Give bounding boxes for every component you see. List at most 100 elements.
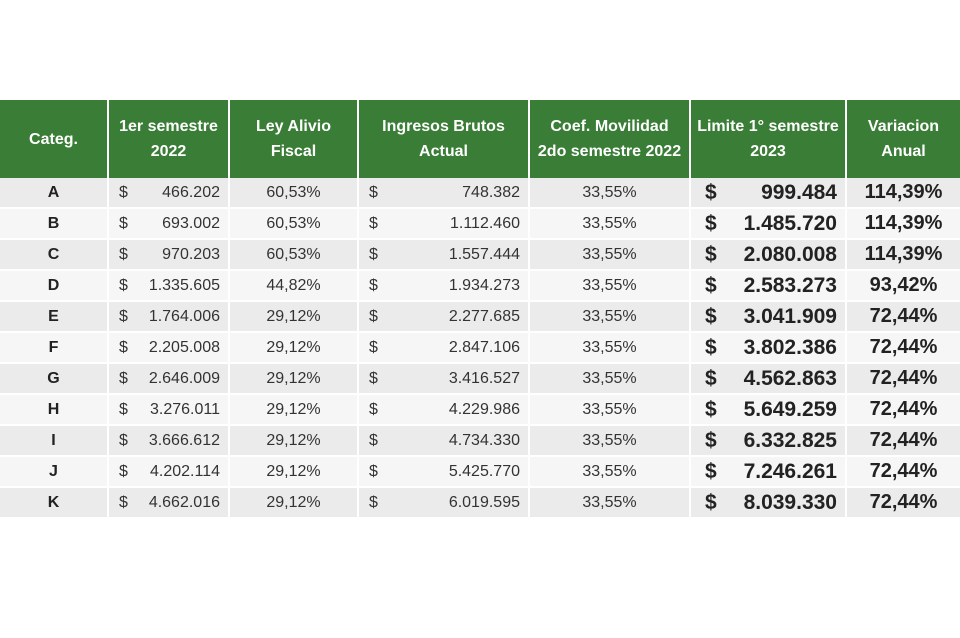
cell-variacion-anual: 114,39%: [846, 239, 960, 271]
cell-1er-semestre-2022: $3.276.011: [108, 394, 230, 426]
cell-1er-semestre-2022-value: 1.764.006: [148, 307, 220, 325]
table-body: A $466.202 60,53% $748.382 33,55% $999.484 114…: [0, 178, 960, 519]
currency-symbol: $: [119, 215, 128, 232]
currency-symbol: $: [119, 432, 128, 449]
cell-limite-2023-value: 8.039.330: [743, 490, 837, 514]
monotributo-categories-table: Categ. 1er semestre 2022 Ley Alivio Fisc…: [0, 100, 960, 519]
cell-ingresos-brutos-actual: $2.847.106: [358, 332, 530, 364]
header-1er-semestre-2022: 1er semestre 2022: [108, 100, 230, 178]
cell-limite-2023-value: 7.246.261: [743, 459, 837, 483]
cell-limite-2023-value: 5.649.259: [743, 397, 837, 421]
cell-coef-movilidad: 33,55%: [529, 332, 691, 364]
cell-1er-semestre-2022-value: 466.202: [162, 183, 220, 201]
currency-symbol: $: [705, 243, 717, 266]
cell-1er-semestre-2022-value: 1.335.605: [148, 276, 220, 294]
cell-ingresos-brutos-actual-value: 6.019.595: [448, 493, 520, 511]
cell-variacion-anual: 72,44%: [846, 332, 960, 364]
cell-coef-movilidad: 33,55%: [529, 301, 691, 333]
header-coef-movilidad: Coef. Movilidad 2do semestre 2022: [529, 100, 691, 178]
cell-1er-semestre-2022-value: 2.205.008: [148, 338, 220, 356]
cell-ley-alivio-fiscal: 29,12%: [229, 301, 359, 333]
cell-limite-2023: $999.484: [690, 178, 847, 209]
currency-symbol: $: [705, 398, 717, 421]
cell-categ: D: [0, 270, 109, 302]
table-header-row: Categ. 1er semestre 2022 Ley Alivio Fisc…: [0, 100, 960, 178]
currency-symbol: $: [119, 463, 128, 480]
currency-symbol: $: [369, 401, 378, 418]
cell-1er-semestre-2022: $4.662.016: [108, 487, 230, 519]
cell-1er-semestre-2022: $3.666.612: [108, 425, 230, 457]
cell-variacion-anual: 114,39%: [846, 208, 960, 240]
cell-1er-semestre-2022: $693.002: [108, 208, 230, 240]
table-row: H $3.276.011 29,12% $4.229.986 33,55% $5.649.…: [0, 394, 960, 426]
cell-variacion-anual: 93,42%: [846, 270, 960, 302]
cell-categ: K: [0, 487, 109, 519]
cell-coef-movilidad: 33,55%: [529, 239, 691, 271]
currency-symbol: $: [705, 305, 717, 328]
currency-symbol: $: [119, 494, 128, 511]
cell-categ: J: [0, 456, 109, 488]
cell-ingresos-brutos-actual: $1.934.273: [358, 270, 530, 302]
table-row: E $1.764.006 29,12% $2.277.685 33,55% $3.041.…: [0, 301, 960, 333]
cell-ingresos-brutos-actual-value: 1.112.460: [450, 214, 520, 232]
currency-symbol: $: [119, 370, 128, 387]
currency-symbol: $: [119, 339, 128, 356]
cell-coef-movilidad: 33,55%: [529, 178, 691, 209]
currency-symbol: $: [705, 336, 717, 359]
cell-1er-semestre-2022: $1.335.605: [108, 270, 230, 302]
currency-symbol: $: [705, 429, 717, 452]
table-row: J $4.202.114 29,12% $5.425.770 33,55% $7.246.…: [0, 456, 960, 488]
currency-symbol: $: [705, 491, 717, 514]
header-limite-1-semestre-2023: Limite 1° semestre 2023: [690, 100, 847, 178]
currency-symbol: $: [705, 460, 717, 483]
cell-ingresos-brutos-actual: $1.112.460: [358, 208, 530, 240]
cell-1er-semestre-2022-value: 3.666.612: [148, 431, 220, 449]
currency-symbol: $: [119, 184, 128, 201]
currency-symbol: $: [369, 184, 378, 201]
cell-categ: C: [0, 239, 109, 271]
table-row: G $2.646.009 29,12% $3.416.527 33,55% $4.562.…: [0, 363, 960, 395]
table-row: K $4.662.016 29,12% $6.019.595 33,55% $8.039.…: [0, 487, 960, 519]
cell-limite-2023: $2.080.008: [690, 239, 847, 271]
cell-coef-movilidad: 33,55%: [529, 425, 691, 457]
cell-coef-movilidad: 33,55%: [529, 487, 691, 519]
cell-variacion-anual: 72,44%: [846, 487, 960, 519]
cell-variacion-anual: 114,39%: [846, 178, 960, 209]
cell-coef-movilidad: 33,55%: [529, 363, 691, 395]
table-row: D $1.335.605 44,82% $1.934.273 33,55% $2.583.…: [0, 270, 960, 302]
cell-coef-movilidad: 33,55%: [529, 208, 691, 240]
cell-ingresos-brutos-actual-value: 4.229.986: [448, 400, 520, 418]
cell-1er-semestre-2022-value: 4.662.016: [148, 493, 220, 511]
cell-1er-semestre-2022: $4.202.114: [108, 456, 230, 488]
cell-ingresos-brutos-actual-value: 4.734.330: [448, 431, 520, 449]
cell-limite-2023-value: 2.080.008: [743, 242, 837, 266]
cell-1er-semestre-2022-value: 3.276.011: [150, 400, 220, 418]
cell-ingresos-brutos-actual: $6.019.595: [358, 487, 530, 519]
cell-categ: I: [0, 425, 109, 457]
cell-1er-semestre-2022: $970.203: [108, 239, 230, 271]
table-row: F $2.205.008 29,12% $2.847.106 33,55% $3.802.…: [0, 332, 960, 364]
cell-coef-movilidad: 33,55%: [529, 270, 691, 302]
cell-coef-movilidad: 33,55%: [529, 394, 691, 426]
cell-limite-2023: $6.332.825: [690, 425, 847, 457]
cell-1er-semestre-2022-value: 2.646.009: [148, 369, 220, 387]
table-row: I $3.666.612 29,12% $4.734.330 33,55% $6.332.…: [0, 425, 960, 457]
currency-symbol: $: [705, 212, 717, 235]
cell-ley-alivio-fiscal: 29,12%: [229, 394, 359, 426]
cell-1er-semestre-2022-value: 970.203: [162, 245, 220, 263]
cell-coef-movilidad: 33,55%: [529, 456, 691, 488]
cell-limite-2023-value: 3.041.909: [743, 304, 837, 328]
currency-symbol: $: [369, 215, 378, 232]
cell-1er-semestre-2022: $466.202: [108, 178, 230, 209]
currency-symbol: $: [369, 339, 378, 356]
currency-symbol: $: [369, 277, 378, 294]
currency-symbol: $: [705, 274, 717, 297]
cell-ley-alivio-fiscal: 29,12%: [229, 456, 359, 488]
cell-ingresos-brutos-actual: $3.416.527: [358, 363, 530, 395]
cell-ley-alivio-fiscal: 29,12%: [229, 425, 359, 457]
cell-limite-2023-value: 999.484: [761, 180, 837, 204]
currency-symbol: $: [369, 463, 378, 480]
cell-1er-semestre-2022: $2.646.009: [108, 363, 230, 395]
cell-ingresos-brutos-actual-value: 3.416.527: [448, 369, 520, 387]
cell-ley-alivio-fiscal: 44,82%: [229, 270, 359, 302]
